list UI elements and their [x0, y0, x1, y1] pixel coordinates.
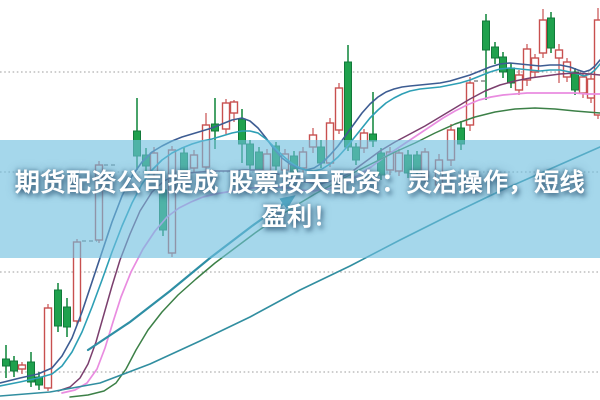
headline-line-1: 期货配资公司提成 股票按天配资：灵活操作，短线: [14, 168, 586, 197]
candle-body: [562, 61, 572, 78]
candle-body: [586, 78, 596, 99]
candle-body: [17, 364, 27, 370]
candle-body: [514, 74, 524, 91]
candle-body: [571, 71, 579, 91]
candle-body: [578, 76, 588, 94]
candle-body: [491, 46, 499, 59]
headline-overlay-band: 期货配资公司提成 股票按天配资：灵活操作，短线 盈利！: [0, 140, 600, 258]
candle-body: [63, 306, 71, 328]
candle-body: [2, 358, 10, 367]
candle-body: [344, 61, 352, 148]
candle-body: [334, 87, 344, 131]
candle-body: [547, 17, 555, 49]
candle-body: [554, 49, 564, 59]
candle-body: [221, 102, 231, 130]
candle-body: [27, 361, 35, 383]
candle-body: [482, 20, 490, 51]
candle-body: [43, 307, 53, 389]
candle-body: [54, 289, 62, 327]
candle-body: [10, 360, 18, 372]
candle-body: [229, 101, 239, 114]
candle-body: [538, 19, 548, 54]
headline-line-2: 盈利！: [261, 202, 339, 231]
